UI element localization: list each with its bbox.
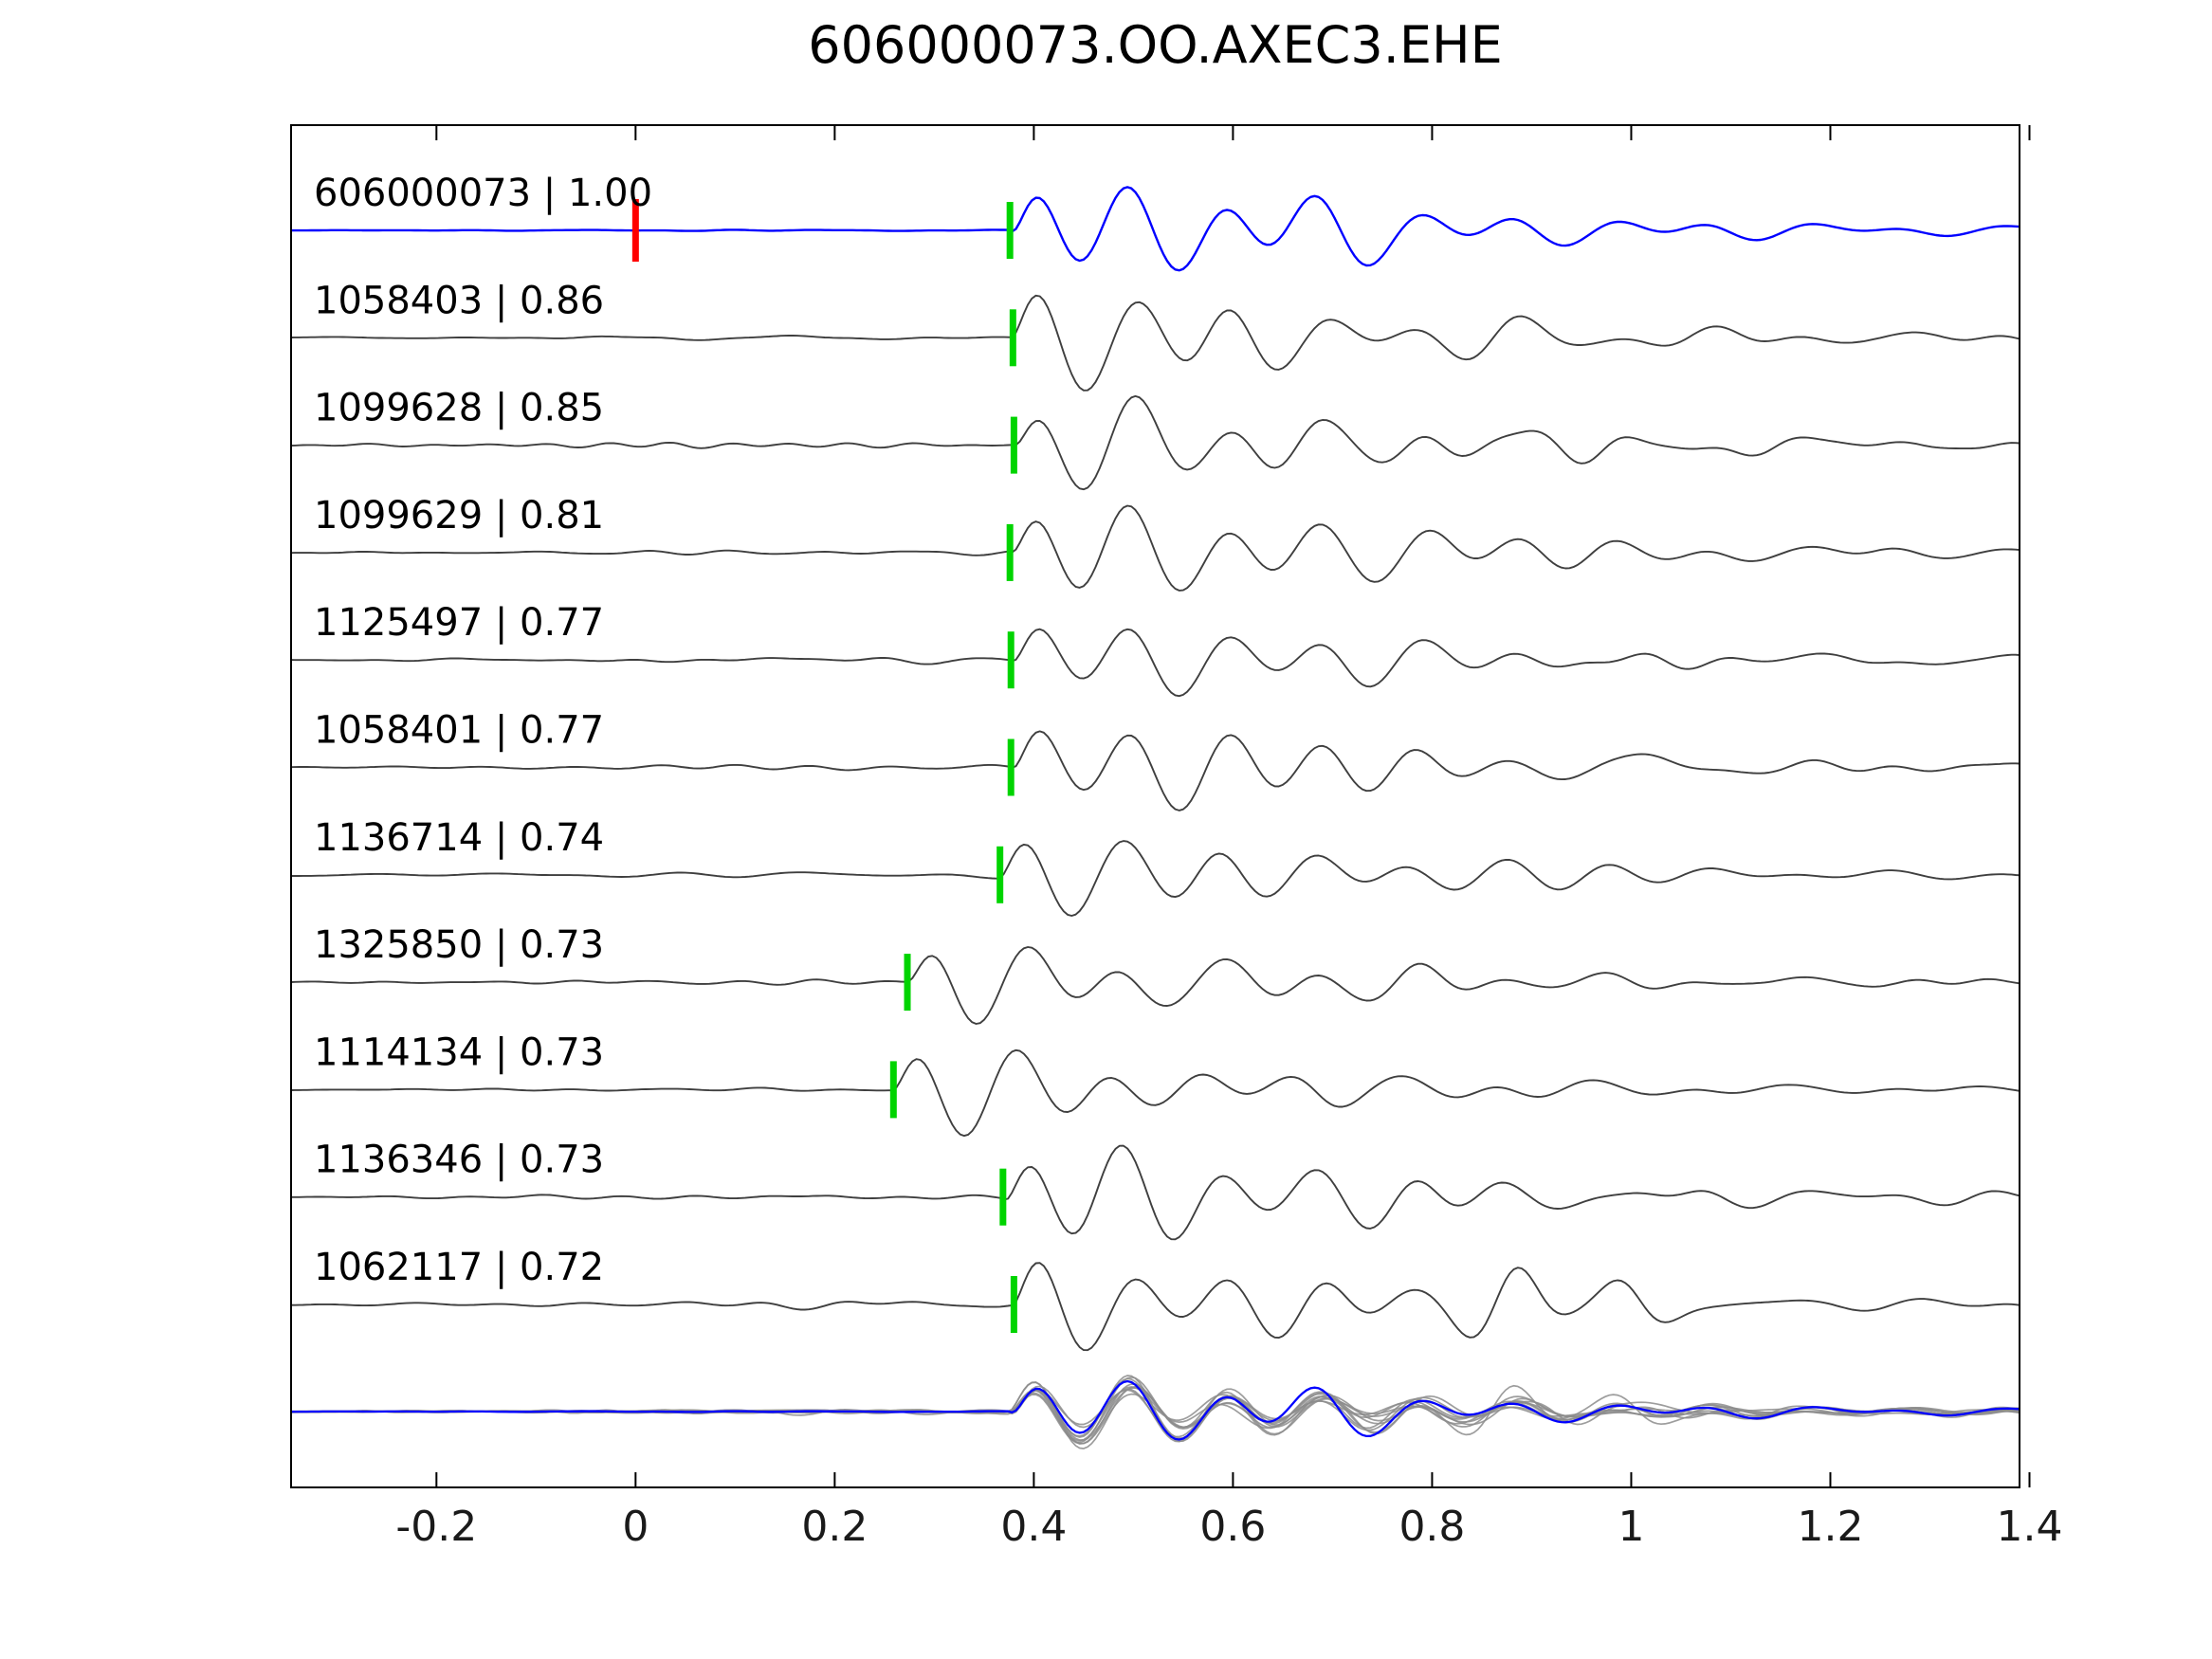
trace-label: 1136346 | 0.73 xyxy=(314,1139,604,1182)
x-tick-label: 0.4 xyxy=(1000,1503,1067,1551)
plot-area xyxy=(291,186,2020,1449)
axes-box xyxy=(290,124,2020,1488)
pick-marker xyxy=(1006,202,1014,259)
match-waveform xyxy=(291,840,2020,917)
trace-label: 1099629 | 0.81 xyxy=(314,494,604,538)
pick-marker xyxy=(996,846,1004,903)
match-waveform xyxy=(291,730,2020,811)
template-waveform xyxy=(291,186,2020,272)
x-tick-label: 0.8 xyxy=(1398,1503,1465,1551)
pick-marker xyxy=(889,1061,897,1119)
x-tick-label: 1.4 xyxy=(1997,1503,2063,1551)
x-tick-label: 1.2 xyxy=(1797,1503,1863,1551)
trace-label: 1114134 | 0.73 xyxy=(314,1030,604,1074)
figure-title: 606000073.OO.AXEC3.EHE xyxy=(808,15,1503,75)
match-waveform xyxy=(291,394,2020,491)
match-waveform xyxy=(291,1144,2020,1241)
trace-label: 1136714 | 0.74 xyxy=(314,816,604,860)
x-tick-label: 0 xyxy=(622,1503,649,1551)
x-tick-label: 1 xyxy=(1618,1503,1644,1551)
trace-label: 1099628 | 0.85 xyxy=(314,387,604,430)
x-tick-label: 0.6 xyxy=(1199,1503,1266,1551)
trace-label: 606000073 | 1.00 xyxy=(314,172,652,215)
trace-label: 1058401 | 0.77 xyxy=(314,709,604,753)
match-waveform xyxy=(291,294,2020,392)
match-waveform xyxy=(291,628,2020,698)
match-waveform xyxy=(291,1048,2020,1138)
pick-marker xyxy=(1009,309,1016,367)
pick-marker xyxy=(999,1168,1007,1226)
pick-marker xyxy=(1010,416,1017,474)
stack-waveform xyxy=(291,1376,2020,1444)
match-waveform xyxy=(291,504,2020,592)
trace-label: 1062117 | 0.72 xyxy=(314,1246,604,1289)
trace-label: 1058403 | 0.86 xyxy=(314,279,604,322)
pick-marker xyxy=(1006,523,1014,581)
pick-marker xyxy=(1010,1276,1017,1333)
trace-label: 1125497 | 0.77 xyxy=(314,601,604,645)
pick-marker xyxy=(1007,738,1015,796)
pick-marker xyxy=(904,954,911,1012)
x-tick-label: 0.2 xyxy=(801,1503,868,1551)
x-tick-label: -0.2 xyxy=(395,1503,477,1551)
template-origin-marker xyxy=(631,199,639,262)
stack-template-waveform xyxy=(291,1379,2020,1441)
match-waveform xyxy=(291,1262,2020,1352)
trace-label: 1325850 | 0.73 xyxy=(314,923,604,967)
pick-marker xyxy=(1007,631,1015,689)
match-waveform xyxy=(291,946,2020,1025)
